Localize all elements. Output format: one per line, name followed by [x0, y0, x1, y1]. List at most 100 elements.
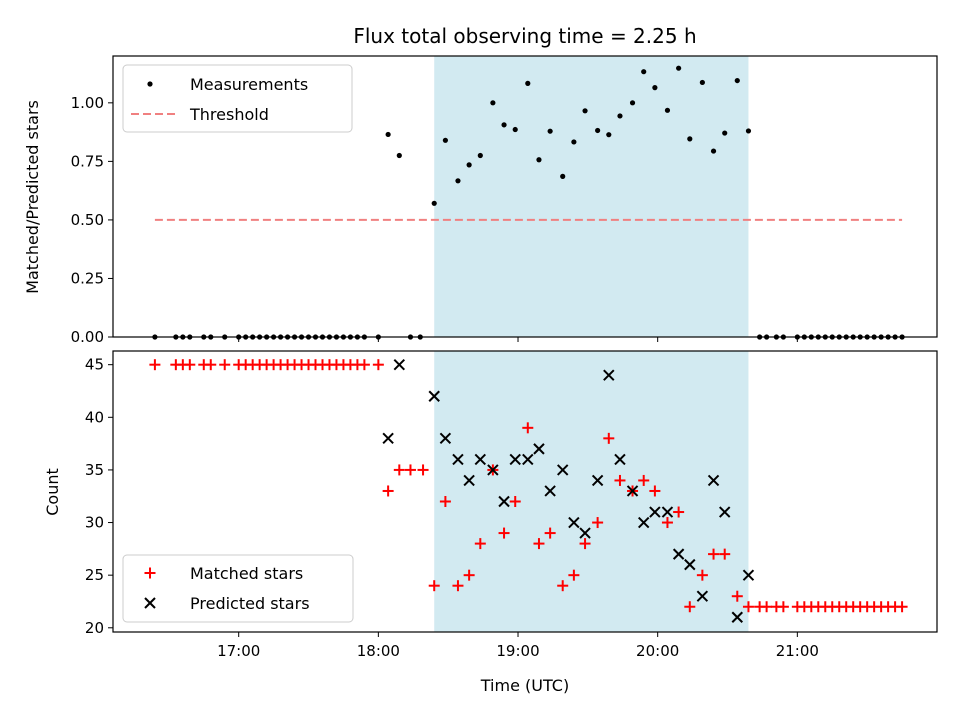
matched-stars-point [522, 422, 534, 434]
matched-stars-point [661, 517, 673, 529]
chart-title: Flux total observing time = 2.25 h [353, 24, 696, 48]
measurement-point [629, 100, 636, 106]
measurement-point [722, 130, 728, 136]
measurement-point [512, 126, 518, 133]
measurement-point [385, 131, 391, 138]
predicted-stars-point [568, 516, 580, 529]
measurement-point [536, 157, 542, 163]
bottom-plot-frame [112, 350, 938, 633]
matched-stars-point [592, 517, 604, 529]
matched-stars-point [358, 359, 370, 371]
predicted-stars-point [428, 390, 440, 402]
observing-window-span [434, 351, 749, 632]
matched-stars-point [428, 580, 440, 592]
measurement-point [547, 128, 553, 134]
measurement-point [676, 65, 682, 71]
predicted-stars-point [487, 464, 499, 476]
predicted-stars-point [661, 506, 674, 518]
matched-stars-point [684, 601, 696, 613]
matched-stars-point [474, 538, 486, 550]
predicted-stars-point [509, 453, 521, 466]
measurement-point [595, 127, 601, 134]
y-tick-label: 25 [85, 566, 104, 584]
measurement-point [687, 136, 693, 142]
predicted-stars-point [696, 590, 709, 602]
measurement-point [455, 178, 461, 184]
matched-stars-point [719, 548, 731, 560]
predicted-stars-point [731, 611, 743, 623]
predicted-stars-point [544, 485, 556, 497]
predicted-stars-point [522, 453, 534, 466]
predicted-stars-point [393, 358, 406, 371]
measurement-point [606, 132, 612, 138]
legend-predicted-label: Predicted stars [190, 594, 310, 613]
matched-stars-point [533, 538, 545, 550]
legend-matched-label: Matched stars [190, 564, 303, 583]
matched-stars-point [761, 601, 773, 613]
matched-stars-point [777, 601, 789, 613]
y-tick-label: 45 [85, 356, 104, 374]
predicted-stars-point [672, 548, 685, 560]
legend-predicted-marker [144, 597, 156, 609]
matched-stars-point [372, 359, 384, 371]
matched-stars-point [896, 601, 908, 613]
measurement-point [396, 152, 402, 159]
matched-stars-point [205, 359, 217, 371]
matched-stars-point [649, 485, 661, 497]
measurement-point [560, 173, 566, 179]
matched-stars-point [731, 590, 743, 602]
predicted-stars-point [439, 432, 452, 445]
measurement-point [525, 80, 531, 86]
matched-stars-point [742, 601, 754, 613]
measurement-point [442, 137, 448, 143]
matched-stars-point [393, 464, 405, 476]
measurement-point [466, 162, 472, 168]
bottom-legend: Matched stars Predicted stars [122, 554, 354, 623]
measurement-point [571, 139, 577, 145]
matched-stars-point [544, 527, 556, 539]
matched-stars-point [404, 464, 416, 476]
matched-stars-point [439, 495, 451, 507]
y-tick-label: 0.00 [71, 328, 104, 346]
matched-stars-point [568, 569, 580, 581]
x-tick-label: 20:00 [636, 642, 679, 660]
top-y-axis-label: Matched/Predicted stars [23, 100, 42, 294]
predicted-stars-point [474, 453, 487, 466]
predicted-stars-point [579, 527, 591, 539]
matched-stars-point [498, 527, 510, 539]
measurement-point [734, 77, 740, 84]
predicted-stars-point [603, 369, 615, 381]
matched-stars-point [463, 569, 475, 581]
matched-stars-point [603, 432, 615, 444]
matched-stars-point [219, 359, 231, 371]
count-panel: 20 25 30 35 40 45 17:00 18:00 19:00 20:00 21:00 C… [43, 350, 938, 695]
top-x-ticks [238, 337, 798, 342]
predicted-stars-point [498, 495, 510, 508]
predicted-stars-point [719, 506, 731, 518]
measurement-point [501, 122, 507, 128]
measurement-point [652, 85, 658, 91]
predicted-stars-point [626, 485, 639, 497]
measurement-point [710, 148, 717, 154]
matched-stars-point [452, 580, 464, 592]
y-tick-label: 0.50 [71, 211, 104, 229]
top-legend-box [122, 64, 353, 133]
predicted-stars-point [638, 516, 650, 529]
predicted-stars-point [463, 474, 475, 487]
count-marks [149, 358, 908, 623]
measurement-point [431, 200, 437, 206]
measurement-point [582, 108, 588, 114]
y-tick-label: 40 [85, 408, 104, 426]
matched-stars-point [417, 464, 429, 476]
measurement-point [490, 100, 496, 106]
bottom-y-axis-label: Count [43, 468, 62, 516]
flux-ratio-panel: 0.00 0.25 0.50 0.75 1.00 Matched/Predicted s… [23, 55, 938, 346]
matched-stars-point [696, 569, 708, 581]
measurement-point [617, 113, 623, 119]
bottom-x-axis: 17:00 18:00 19:00 20:00 21:00 [217, 632, 819, 660]
matched-stars-point [579, 538, 591, 550]
matched-stars-point [673, 506, 685, 518]
measurement-point [699, 79, 705, 86]
y-tick-label: 20 [85, 619, 104, 637]
